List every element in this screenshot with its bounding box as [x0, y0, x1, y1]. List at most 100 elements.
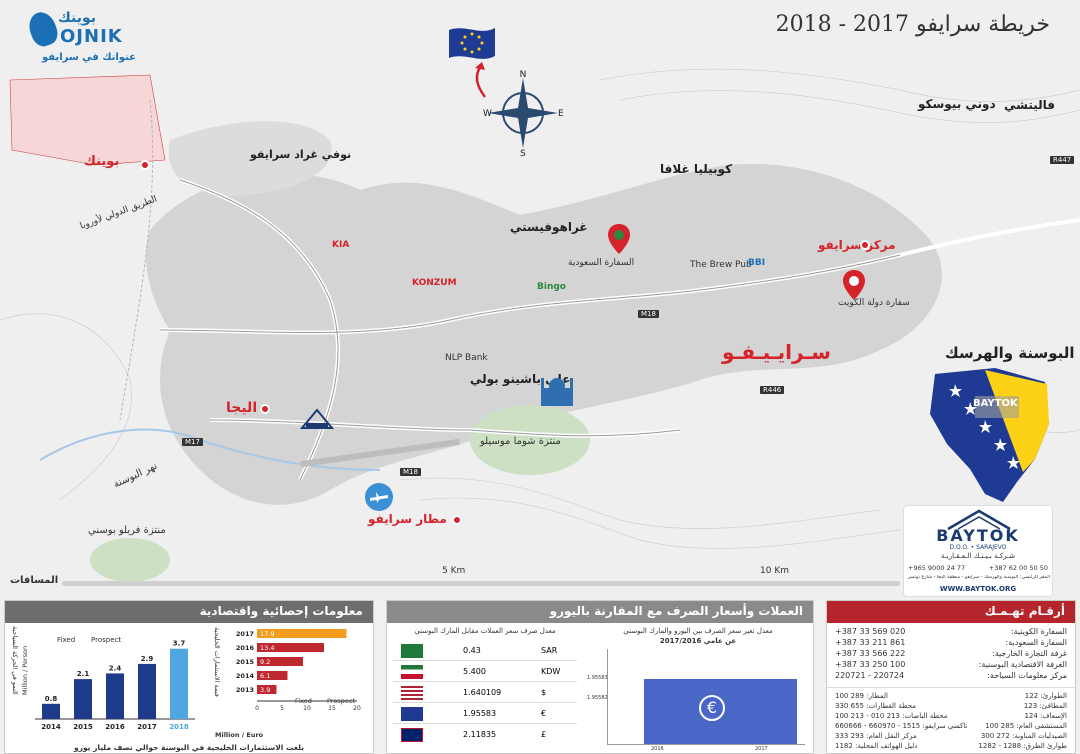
label-saudi-embassy: السفارة السعودية	[568, 258, 635, 268]
brand-arabic: بوينك	[58, 10, 97, 26]
pin-airport[interactable]	[452, 515, 462, 525]
tourism-value-label: 3.7	[173, 640, 186, 648]
currency-y2: 1.95582	[587, 695, 608, 701]
label-grahovisti: غراهوفيستي	[510, 220, 588, 234]
eu-flag-icon	[449, 28, 495, 98]
stats-panel: معلومات إحصائية واقتصادية 0.8 2014 2.1 2015…	[4, 600, 374, 754]
phone-grid-row: الطوارئ: 122 المطار: 289 100	[835, 692, 1067, 700]
baytok-name: BAYTOK	[936, 526, 1020, 545]
currency-panel: العملات وأسعار الصرف مع المقارنة باليورو…	[386, 600, 814, 754]
saudi-embassy-pin-icon[interactable]	[608, 224, 630, 254]
phone-grid-row: المطافئ: 123 محطة القطارات: 655 330	[835, 702, 1067, 710]
label-kobilja: كوبيليا غلافا	[660, 162, 733, 176]
flag-sa-icon	[401, 644, 423, 658]
flag-kw-icon	[401, 665, 423, 679]
phones-grid: الطوارئ: 122 المطار: 289 100 المطافئ: 123…	[827, 687, 1075, 751]
left-chart-unit: Million / Person	[21, 645, 29, 695]
tourism-value-label: 0.8	[45, 695, 58, 703]
investment-year-label: 2014	[236, 672, 255, 680]
pin-center[interactable]	[860, 240, 870, 250]
label-bojnik: بوينك	[84, 154, 120, 169]
currency-x2: 2017	[755, 746, 768, 752]
baytok-web[interactable]: WWW.BAYTOK.ORG	[939, 585, 1017, 593]
currency-row-usd: 1.640109 $	[393, 683, 577, 703]
tourism-year-label: 2017	[137, 723, 157, 731]
kuwait-embassy-pin-icon[interactable]	[843, 270, 865, 300]
bojnik-logo: بوينك OJNIK عنوانك في سرايفو	[24, 8, 148, 70]
baytok-roof-icon	[947, 509, 1011, 531]
currency-rate: 1.640109	[463, 688, 502, 697]
label-kuwait-embassy: سفارة دولة الكويت	[838, 298, 910, 308]
mosque-icon	[541, 378, 573, 406]
phones-top-list: السفارة الكويتية: +387 33 569 020 السفارة…	[827, 623, 1075, 681]
road-r447: R447	[1050, 156, 1075, 164]
currency-row-sar: 0.43 SAR	[393, 641, 577, 661]
label-airport: مطار سرايفو	[368, 512, 447, 526]
phone-grid-row: طوارئ الطرق: 1288 - 1282 دليل الهواتف الم…	[835, 742, 1067, 750]
compass-e: E	[558, 109, 564, 119]
flag-eu-icon	[401, 707, 423, 721]
label-novi-grad: نوفي غراد سرايفو	[250, 148, 352, 161]
currency-row-eur: 1.95583 €	[393, 704, 577, 724]
investment-value-label: 13.4	[260, 644, 274, 652]
baytok-map-logo-icon	[300, 408, 334, 429]
investment-year-label: 2017	[236, 630, 254, 638]
currency-chart-title: معدل تغير سعر الصرف بين اليورو والمارك ا…	[623, 627, 773, 635]
right-fixed-label: Fixed	[295, 697, 312, 705]
road-r446: R446	[760, 386, 785, 394]
label-nlb: NLP Bank	[445, 353, 488, 363]
baytok-sub: D.O.O. • SARAJEVO	[949, 544, 1007, 551]
label-sarajevo: سـرايـيـفـو	[722, 340, 831, 364]
tourism-bar	[42, 703, 60, 719]
investment-year-label: 2013	[236, 686, 254, 694]
road-m18-a: M18	[638, 310, 659, 318]
label-vrelo-bosne: منتزة فريلو بوسني	[88, 525, 166, 536]
tourism-year-label: 2016	[105, 723, 125, 731]
currency-code: €	[541, 709, 547, 718]
left-prospect-label: Prospect	[91, 636, 122, 644]
right-x-tick: 10	[303, 705, 311, 712]
label-faliste: فاليتشي	[1004, 98, 1056, 112]
pin-ilidza[interactable]	[260, 404, 270, 414]
phone-row: السفارة الكويتية: +387 33 569 020	[835, 627, 1067, 636]
tourism-bar	[106, 673, 124, 719]
investment-value-label: 9.2	[260, 658, 270, 666]
phone-grid-row: الصيدليات المناوبة: 272 300 مركز النقل ال…	[835, 732, 1067, 740]
label-dony-busko: دوني بيوسكو	[918, 97, 996, 111]
airport-icon[interactable]	[364, 482, 394, 512]
phone-row: مركز معلومات السياحة: 220721 - 220724	[835, 671, 1067, 680]
road-m17: M17	[182, 438, 203, 446]
stats-panel-title: معلومات إحصائية واقتصادية	[5, 601, 373, 623]
currency-code: KDW	[541, 667, 561, 676]
left-fixed-label: Fixed	[57, 636, 76, 644]
tourism-growth-chart: 0.8 2014 2.1 2015 2.4 2016 2.9 2017 3.7 2018	[35, 640, 195, 731]
phone-row: الغرفة الاقتصادية البوسنية: +387 33 250 1…	[835, 660, 1067, 669]
phone-grid-row: الإسعاف: 124 محطة الباصات: 213 010 - 213 …	[835, 712, 1067, 720]
compass-s: S	[520, 149, 526, 156]
currency-rate: 5.400	[463, 667, 486, 676]
baytok-phone-kw[interactable]: +965 9000 24 77	[908, 564, 966, 572]
label-ilidza: اليجا	[226, 400, 258, 416]
currency-code: $	[541, 688, 547, 697]
currency-panel-title: العملات وأسعار الصرف مع المقارنة باليورو	[387, 601, 813, 623]
scale-10km: 10 Km	[760, 566, 789, 576]
tourism-bar	[74, 679, 92, 719]
stats-footer: بلغت الاستثمارات الخليجية في البوسنة حوا…	[73, 743, 305, 752]
tourism-year-label: 2014	[41, 723, 61, 731]
currency-row-kwd: 5.400 KDW	[393, 662, 577, 682]
tourism-year-label: 2018	[169, 723, 189, 731]
brand-latin: OJNIK	[60, 26, 123, 47]
right-x-tick: 15	[328, 705, 336, 712]
pin-bojnik[interactable]	[140, 160, 150, 170]
currency-x1: 2016	[651, 746, 664, 752]
drop-icon	[24, 8, 62, 50]
flag-uk-icon	[401, 728, 423, 742]
currency-table-title: معدل صرف سعر العملات مقابل المارك البوسن…	[414, 627, 556, 635]
currency-code: £	[541, 730, 547, 739]
currency-rate: 1.95583	[463, 709, 497, 718]
baytok-phone-ba[interactable]: +387 62 00 50 50	[988, 564, 1048, 572]
road-m18-b: M18	[400, 468, 421, 476]
brand-tagline: عنوانك في سرايفو	[42, 52, 137, 63]
label-bbi: BBI	[748, 258, 766, 268]
